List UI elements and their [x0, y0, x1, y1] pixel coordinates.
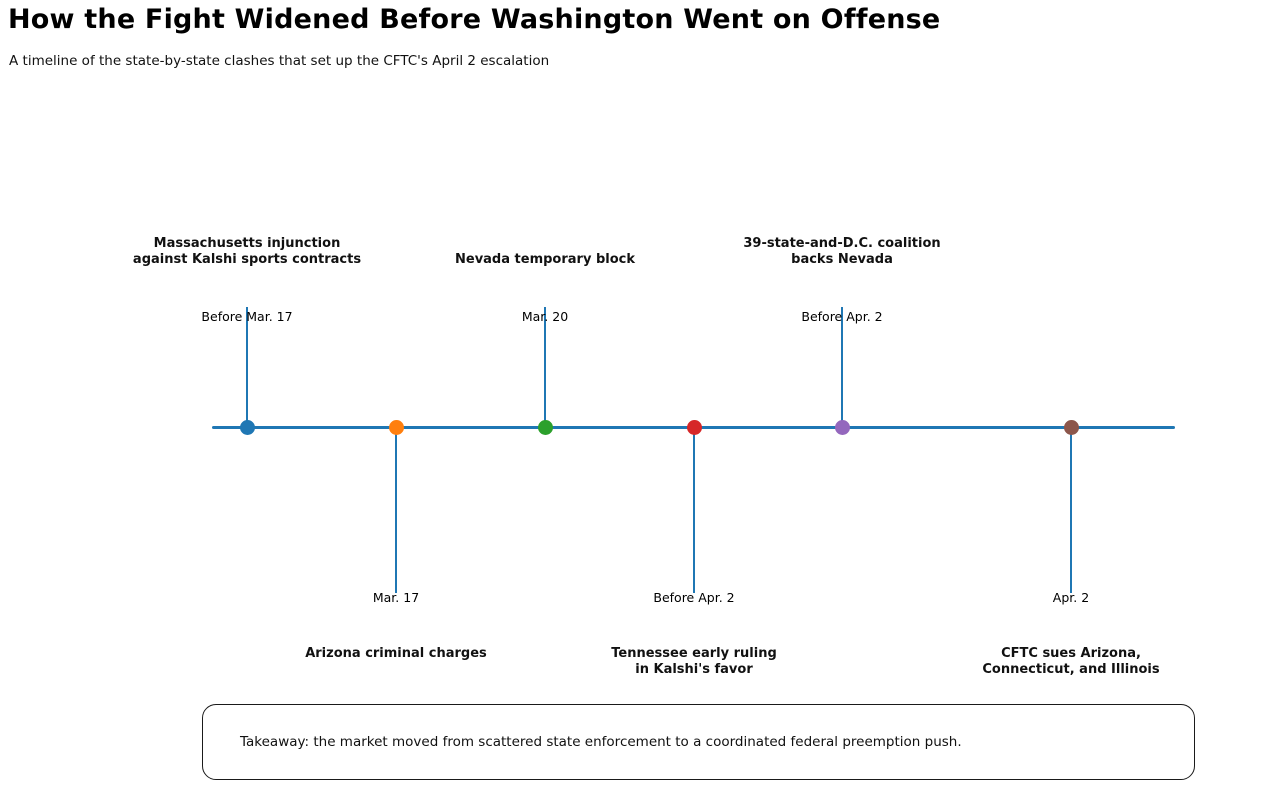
event-label-line: Nevada temporary block [454, 252, 636, 267]
event-date-nevada-temporary-block: Mar. 20 [521, 309, 569, 324]
event-label-line: CFTC sues Arizona, [1001, 646, 1141, 661]
event-stem-tennessee-early-ruling [692, 427, 696, 593]
event-label-tennessee-early-ruling: Tennessee early ruling in Kalshi's favor [611, 646, 777, 678]
event-date-tennessee-early-ruling: Before Apr. 2 [653, 590, 735, 605]
event-label-coalition-backs-nevada: 39-state-and-D.C. coalition backs Nevada [743, 236, 940, 268]
event-dot-tennessee-early-ruling [686, 419, 702, 435]
event-label-line: Tennessee early ruling [611, 646, 777, 661]
event-stem-nevada-temporary-block [543, 307, 547, 427]
event-dot-coalition-backs-nevada [834, 419, 850, 435]
event-label-line: Massachusetts injunction [153, 236, 341, 251]
event-label-cftc-sues-states: CFTC sues Arizona, Connecticut, and Illin… [982, 646, 1159, 678]
event-date-arizona-criminal-charges: Mar. 17 [372, 590, 420, 605]
event-dot-cftc-sues-states [1063, 419, 1079, 435]
takeaway-text: Takeaway: the market moved from scattere… [240, 734, 962, 750]
event-label-line: Connecticut, and Illinois [982, 662, 1160, 677]
event-label-line: against Kalshi sports contracts [132, 252, 362, 267]
event-label-arizona-criminal-charges: Arizona criminal charges [305, 646, 487, 662]
event-stem-cftc-sues-states [1069, 427, 1073, 593]
event-label-line: in Kalshi's favor [635, 662, 753, 677]
event-label-line: 39-state-and-D.C. coalition [743, 236, 941, 251]
event-stem-arizona-criminal-charges [394, 427, 398, 593]
event-stem-coalition-backs-nevada [840, 307, 844, 427]
event-label-line: backs Nevada [791, 252, 893, 267]
event-date-coalition-backs-nevada: Before Apr. 2 [801, 309, 883, 324]
event-stem-massachusetts-injunction [245, 307, 249, 427]
event-dot-nevada-temporary-block [537, 419, 553, 435]
event-label-massachusetts-injunction: Massachusetts injunction against Kalshi s… [133, 236, 361, 268]
event-dot-arizona-criminal-charges [388, 419, 404, 435]
takeaway-box: Takeaway: the market moved from scattere… [202, 704, 1195, 780]
event-dot-massachusetts-injunction [239, 419, 255, 435]
event-date-massachusetts-injunction: Before Mar. 17 [201, 309, 293, 324]
chart-subtitle: A timeline of the state-by-state clashes… [9, 53, 550, 69]
event-date-cftc-sues-states: Apr. 2 [1052, 590, 1090, 605]
event-label-line: Arizona criminal charges [305, 646, 487, 661]
chart-title: How the Fight Widened Before Washington … [8, 4, 941, 35]
event-label-nevada-temporary-block: Nevada temporary block [455, 252, 635, 268]
